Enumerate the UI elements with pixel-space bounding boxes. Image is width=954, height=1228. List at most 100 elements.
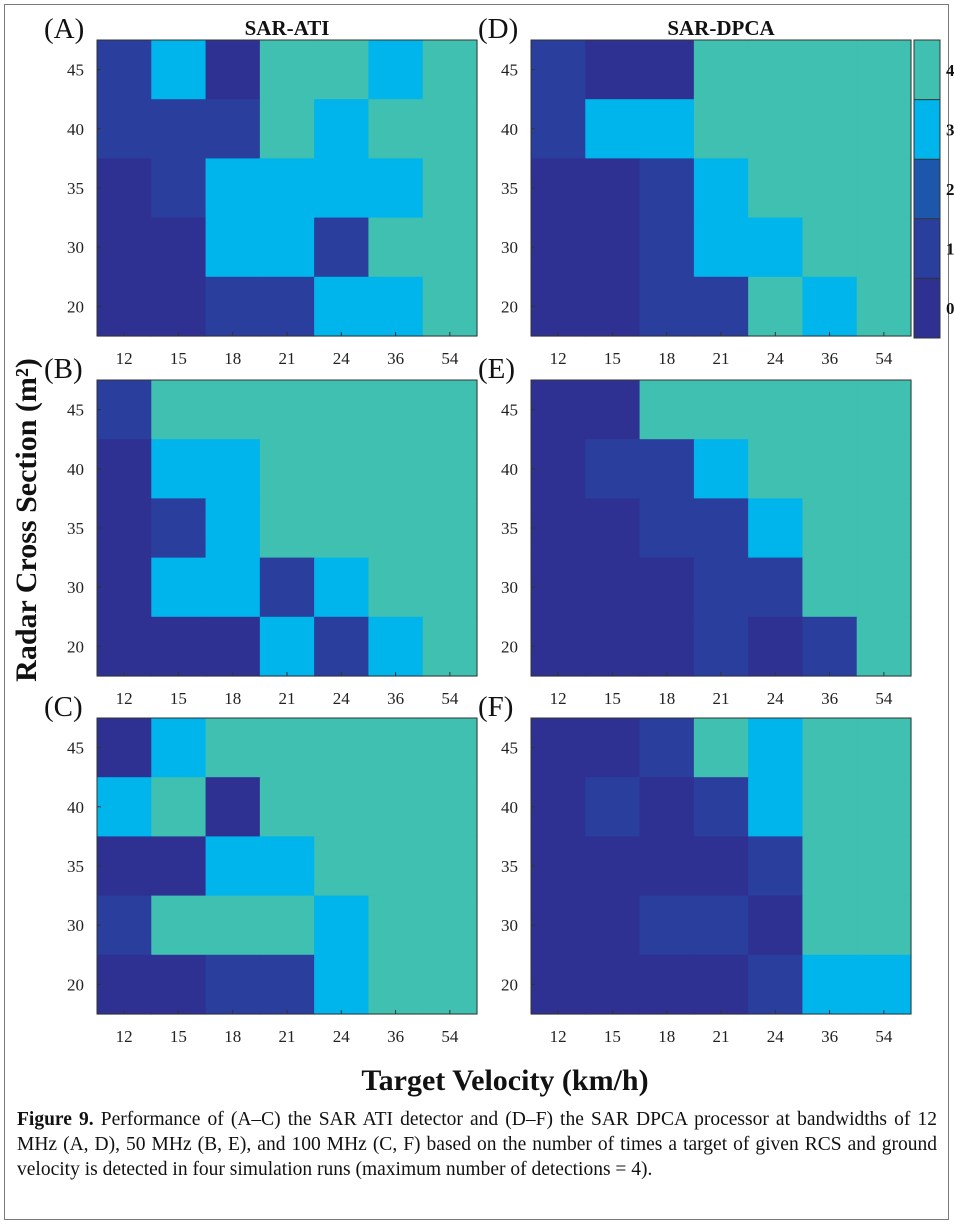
colorbar-segment [914,159,940,220]
heatmap-cell [422,616,478,677]
heatmap-cell [856,498,912,559]
heatmap-cell [422,158,478,219]
x-tick-label: 24 [333,349,351,368]
heatmap-cell [151,836,207,897]
y-tick-label: 20 [67,975,84,994]
heatmap-cell [368,217,424,278]
y-tick-label: 20 [501,637,518,656]
x-tick-label: 36 [387,349,404,368]
heatmap-cell [97,439,152,499]
heatmap-cell [205,777,261,837]
y-tick-label: 30 [501,916,518,935]
heatmap-cell [693,276,749,337]
x-tick-label: 36 [387,689,404,708]
heatmap-cell [802,557,858,618]
heatmap-cell [639,380,695,440]
heatmap-cell [639,718,695,778]
heatmap-cell [748,616,804,677]
heatmap-cell [422,895,478,956]
heatmap-cell [639,276,695,337]
heatmap-cell [314,557,370,618]
heatmap-cell [531,954,586,1015]
heatmap-cell [422,99,478,159]
heatmap-cell [422,276,478,337]
y-tick-label: 30 [501,238,518,257]
heatmap-cell [259,616,315,677]
colorbar-tick-label: 3 [946,120,954,139]
heatmap-cell [422,40,478,100]
heatmap-cell [531,380,586,440]
heatmap-cell [748,276,804,337]
heatmap-cell [748,40,804,100]
heatmap-cell [151,616,207,677]
y-tick-label: 40 [67,460,84,479]
x-tick-label: 21 [713,349,730,368]
heatmap-cell [639,40,695,100]
y-tick-label: 35 [501,179,518,198]
heatmap-cell [531,557,586,618]
shared-x-axis-label: Target Velocity (km/h) [361,1064,648,1097]
heatmap-cell [531,777,586,837]
x-tick-label: 36 [821,1027,838,1046]
heatmap-cell [314,616,370,677]
x-tick-label: 18 [224,689,241,708]
y-tick-label: 20 [501,297,518,316]
heatmap-cell [97,40,152,100]
heatmap-cell [151,718,207,778]
heatmap-panels: 45 40 35 30 20 12 15 18 21 24 36 54 (A) SAR-ATI 45 40 35… [44,13,912,1046]
heatmap-cell [422,836,478,897]
heatmap-cell [585,777,641,837]
heatmap-panel: 45 40 35 30 20 12 15 18 21 24 36 54 (D) SAR-DPCA [478,13,912,368]
x-tick-label: 21 [279,689,296,708]
heatmap-cell [639,616,695,677]
heatmap-cell [422,777,478,837]
heatmap-cell [585,439,641,499]
x-tick-label: 18 [658,1027,675,1046]
heatmap-cell [314,99,370,159]
heatmap-cell [314,498,370,559]
x-tick-label: 15 [170,349,187,368]
colorbar-tick-label: 4 [946,61,954,80]
heatmap-cell [151,217,207,278]
heatmap-cell [585,158,641,219]
heatmap-cell [531,158,586,219]
x-tick-label: 15 [604,349,621,368]
heatmap-cell [693,557,749,618]
heatmap-cell [802,954,858,1015]
heatmap-cell [151,276,207,337]
x-tick-label: 21 [713,1027,730,1046]
heatmap-cell [422,380,478,440]
colorbar: 4 3 2 1 0 [913,39,954,339]
heatmap-cell [151,40,207,100]
x-tick-label: 21 [279,1027,296,1046]
figure-caption: Figure 9. Performance of (A–C) the SAR A… [17,1107,937,1182]
heatmap-cell [205,380,261,440]
heatmap-cell [639,836,695,897]
heatmap-cell [802,380,858,440]
x-tick-label: 54 [441,1027,459,1046]
heatmap-cell [856,276,912,337]
heatmap-cell [802,40,858,100]
x-tick-label: 12 [116,1027,133,1046]
heatmap-cell [422,439,478,499]
heatmap-cell [693,616,749,677]
heatmap-cell [585,217,641,278]
heatmap-cell [585,99,641,159]
heatmap-cell [368,718,424,778]
heatmap-cell [693,777,749,837]
caption-text: Performance of (A–C) the SAR ATI detecto… [17,1109,937,1180]
heatmap-cell [748,718,804,778]
heatmap-cell [585,380,641,440]
x-tick-label: 15 [170,1027,187,1046]
heatmap-cell [856,557,912,618]
heatmap-cell [97,557,152,618]
y-tick-label: 35 [501,519,518,538]
heatmap-cell [97,777,152,837]
heatmap-cell [368,895,424,956]
heatmap-cell [856,954,912,1015]
heatmap-cell [314,158,370,219]
y-tick-label: 20 [501,975,518,994]
heatmap-cell [422,498,478,559]
colorbar-tick-label: 2 [946,180,954,199]
heatmap-cell [368,439,424,499]
